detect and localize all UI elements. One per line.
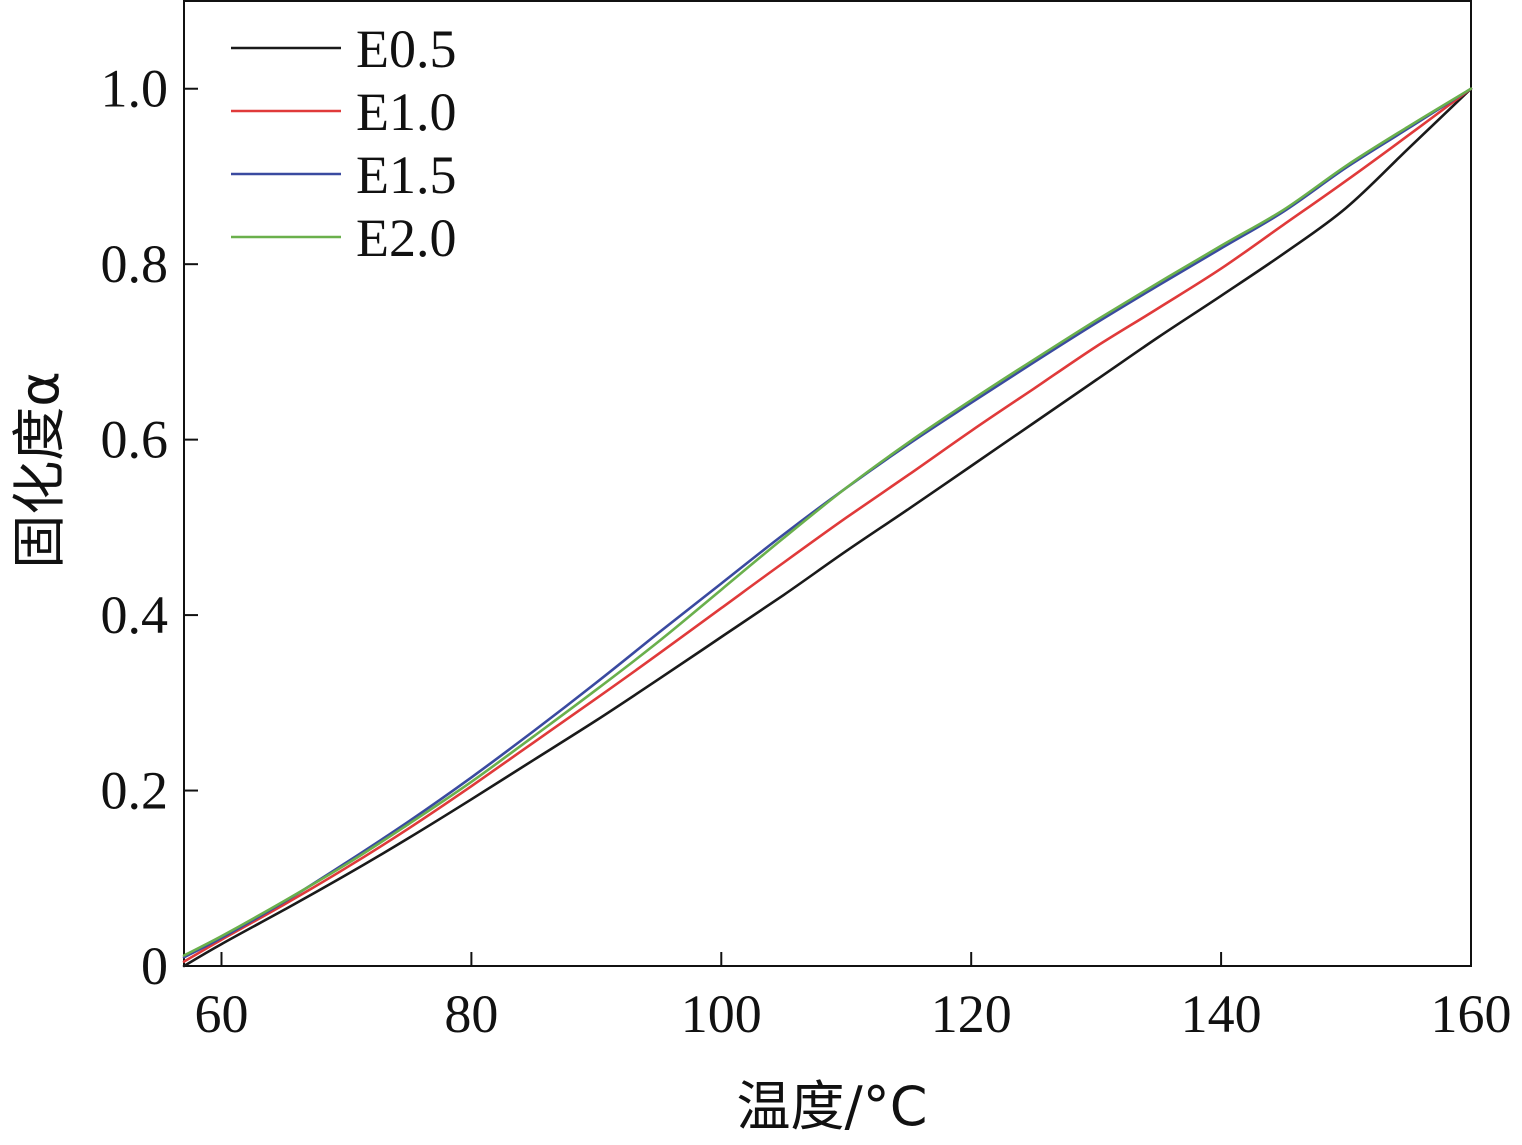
series-line-e1-0 bbox=[182, 87, 1473, 963]
legend-label: E1.5 bbox=[356, 145, 457, 205]
series-line-e0-5 bbox=[182, 87, 1473, 968]
x-tick-label: 80 bbox=[444, 984, 498, 1044]
x-axis-title: 温度/°C bbox=[737, 1075, 928, 1138]
y-tick-label: 0.6 bbox=[101, 410, 169, 470]
y-axis-ticks: 0 0.2 0.4 0.6 0.8 1.0 bbox=[101, 59, 198, 996]
y-tick-label: 0.2 bbox=[101, 761, 169, 821]
x-tick-label: 160 bbox=[1431, 984, 1512, 1044]
plot-frame bbox=[183, 0, 1472, 967]
x-tick-label: 60 bbox=[194, 984, 248, 1044]
y-tick-label: 0.8 bbox=[101, 234, 169, 294]
legend: E0.5E1.0E1.5E2.0 bbox=[231, 19, 457, 268]
legend-label: E0.5 bbox=[356, 19, 457, 79]
legend-label: E1.0 bbox=[356, 82, 457, 142]
y-tick-label: 0 bbox=[141, 936, 168, 996]
y-tick-label: 0.4 bbox=[101, 585, 169, 645]
x-axis-ticks: 60 80 100 120 140 160 bbox=[194, 952, 1512, 1044]
x-tick-label: 140 bbox=[1181, 984, 1262, 1044]
legend-label: E2.0 bbox=[356, 208, 457, 268]
series-line-e2-0 bbox=[182, 87, 1473, 957]
y-axis-title: 固化度α bbox=[8, 371, 71, 569]
series-lines bbox=[182, 87, 1473, 968]
x-tick-label: 120 bbox=[931, 984, 1012, 1044]
x-tick-label: 100 bbox=[681, 984, 762, 1044]
y-tick-label: 1.0 bbox=[101, 59, 169, 119]
